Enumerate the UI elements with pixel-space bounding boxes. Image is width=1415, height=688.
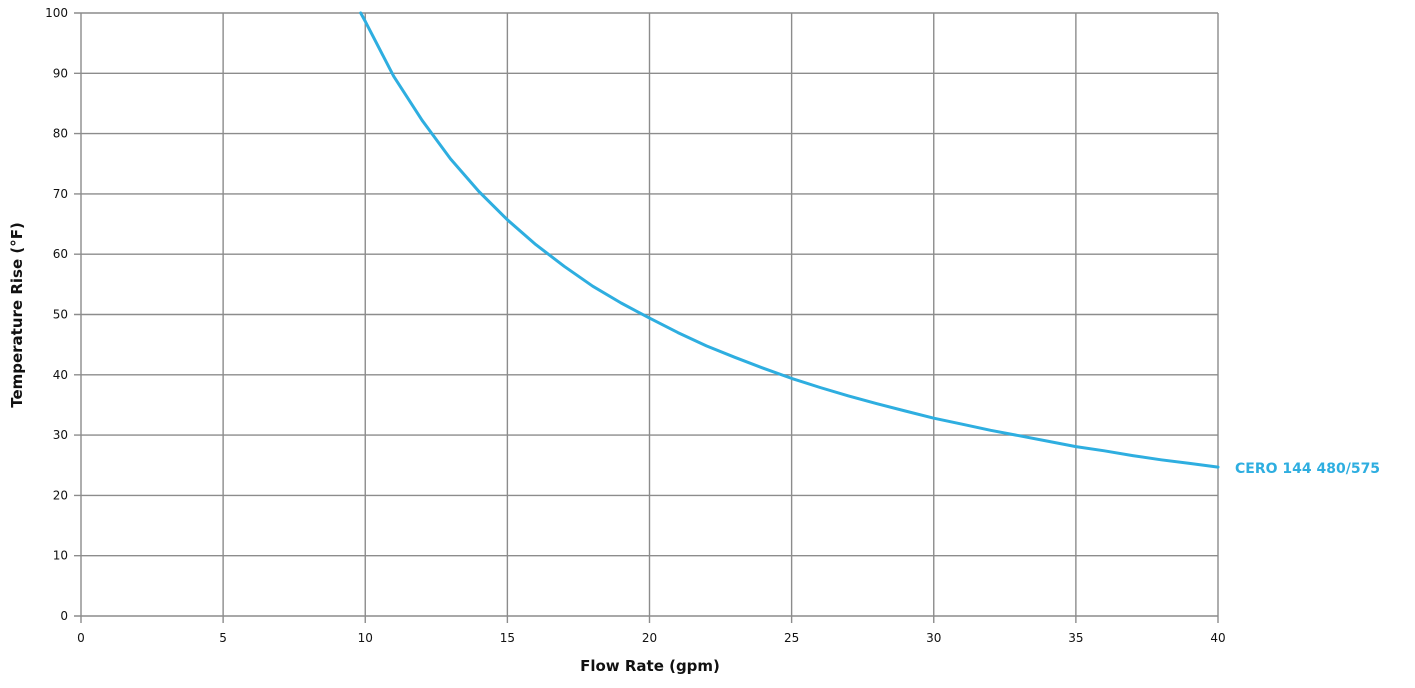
x-tick-label-5: 5 (219, 631, 227, 645)
y-tick-label-100: 100 (45, 6, 68, 20)
y-tick-label-40: 40 (53, 368, 68, 382)
y-tick-label-80: 80 (53, 127, 68, 141)
y-axis-title: Temperature Rise (°F) (8, 222, 26, 408)
x-tick-label-10: 10 (358, 631, 373, 645)
y-tick-label-90: 90 (53, 66, 68, 80)
y-tick-label-50: 50 (53, 308, 68, 322)
y-tick-label-60: 60 (53, 247, 68, 261)
x-tick-label-0: 0 (77, 631, 85, 645)
y-tick-label-70: 70 (53, 187, 68, 201)
series-label-0: CERO 144 480/575 (1235, 461, 1380, 477)
x-tick-label-25: 25 (784, 631, 799, 645)
x-tick-labels: 0 5 10 15 20 25 30 35 40 (77, 631, 1225, 645)
x-tick-label-40: 40 (1210, 631, 1225, 645)
x-axis-title: Flow Rate (gpm) (580, 657, 720, 675)
y-tick-labels: 0 10 20 30 40 50 60 70 80 90 100 (45, 6, 68, 623)
x-tick-label-35: 35 (1068, 631, 1083, 645)
grid (74, 12, 1219, 623)
y-tick-label-20: 20 (53, 488, 68, 502)
x-tick-label-15: 15 (500, 631, 515, 645)
x-tick-label-20: 20 (642, 631, 657, 645)
series-lines: CERO 144 480/575 (359, 11, 1380, 477)
y-tick-label-0: 0 (60, 609, 68, 623)
y-tick-label-30: 30 (53, 428, 68, 442)
series-line-0 (359, 11, 1220, 469)
x-tick-label-30: 30 (926, 631, 941, 645)
y-tick-label-10: 10 (53, 549, 68, 563)
